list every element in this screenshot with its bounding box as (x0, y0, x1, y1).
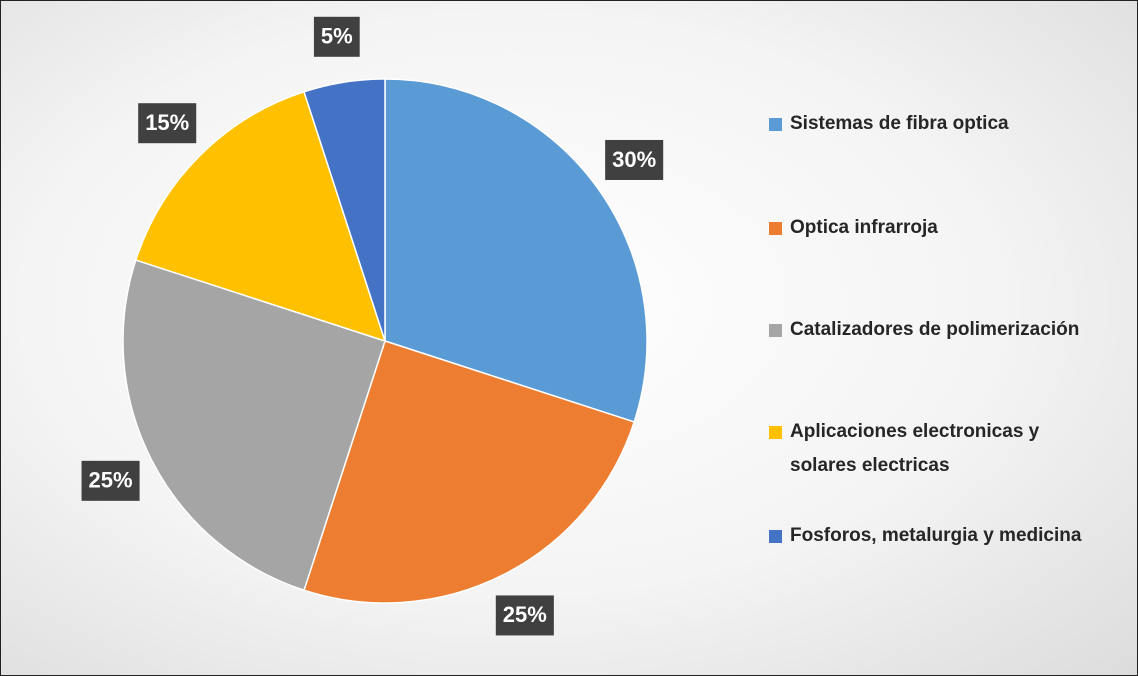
legend-item: Fosforos, metalurgia y medicina (769, 519, 1099, 553)
legend-label: Optica infrarroja (790, 217, 938, 238)
data-label: 25% (81, 460, 140, 501)
data-label-text: 25% (89, 468, 133, 493)
legend-swatch (769, 426, 782, 439)
legend-item: Catalizadores de polimerización (769, 313, 1099, 347)
pie-slice (303, 340, 636, 604)
data-label-box (313, 16, 360, 57)
legend-swatch (769, 222, 782, 235)
data-label-text: 15% (145, 110, 189, 135)
data-label: 15% (138, 103, 197, 144)
data-label-box (495, 595, 554, 636)
pie-slice (122, 259, 386, 592)
pie-slice (384, 78, 648, 423)
data-label-text: 30% (612, 147, 656, 172)
data-label-text: 25% (503, 602, 547, 627)
legend-swatch (769, 118, 782, 131)
legend-item: Sistemas de fibra optica (769, 107, 1099, 141)
legend-item: Aplicaciones electronicas y solares elec… (769, 415, 1099, 483)
data-label: 30% (605, 139, 664, 180)
legend-item: Optica infrarroja (769, 211, 1099, 245)
data-label-text: 5% (321, 24, 353, 49)
data-label-box (81, 460, 140, 501)
pie-slice (303, 78, 386, 342)
legend-label: Sistemas de fibra optica (790, 113, 1009, 134)
legend-swatch (769, 530, 782, 543)
data-label-box (605, 139, 664, 180)
legend-label: Aplicaciones electronicas y solares elec… (790, 421, 1040, 476)
legend-label: Catalizadores de polimerización (790, 319, 1080, 340)
data-label: 25% (495, 595, 554, 636)
legend-label: Fosforos, metalurgia y medicina (790, 525, 1082, 546)
pie-slice (134, 90, 387, 343)
data-label: 5% (313, 16, 360, 57)
legend-swatch (769, 324, 782, 337)
data-label-box (138, 103, 197, 144)
